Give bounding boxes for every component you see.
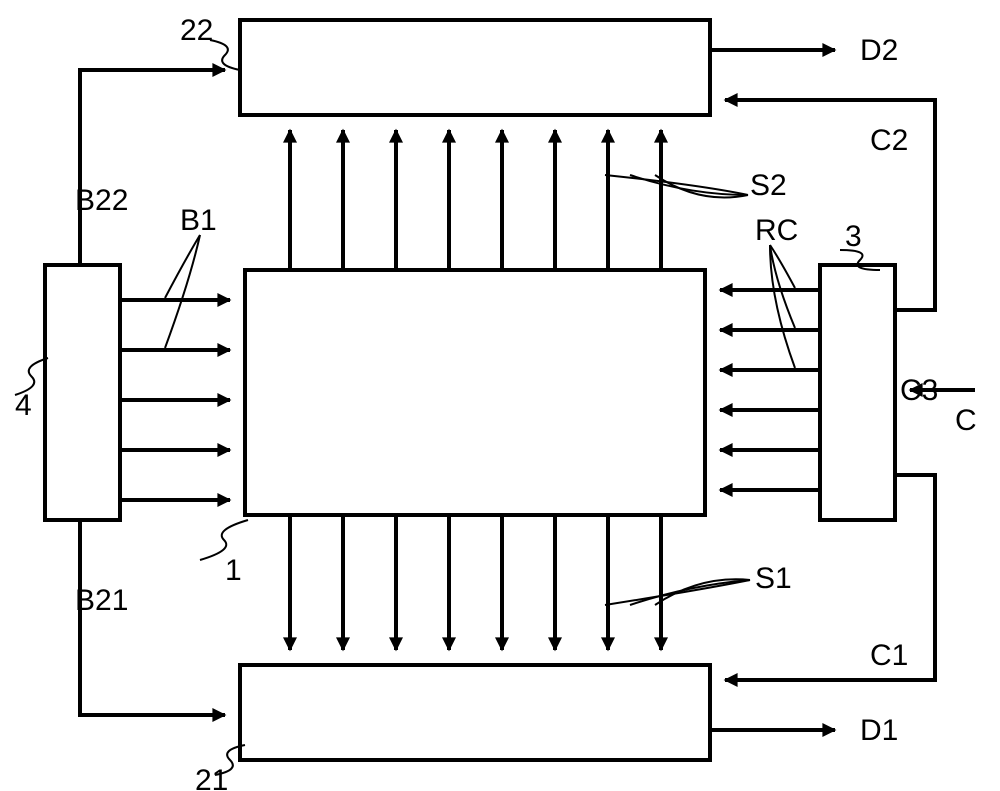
leader-S2 (605, 175, 748, 195)
label-D1: D1 (860, 714, 898, 747)
label-C3: C3 (900, 374, 938, 407)
box-3 (820, 265, 895, 520)
label-B22: B22 (75, 184, 128, 217)
label-n22: 22 (180, 14, 213, 47)
label-S1: S1 (755, 562, 792, 595)
label-S2: S2 (750, 169, 787, 202)
label-n21: 21 (195, 764, 228, 791)
label-D2: D2 (860, 34, 898, 67)
box-22 (240, 20, 710, 115)
label-B21: B21 (75, 584, 128, 617)
label-n3: 3 (845, 220, 862, 253)
box-21 (240, 665, 710, 760)
route-B21 (80, 520, 225, 715)
label-n4: 4 (15, 389, 32, 422)
label-C1: C1 (870, 639, 908, 672)
label-B1: B1 (180, 204, 217, 237)
leader-B1 (165, 235, 200, 298)
leader-B1 (165, 235, 200, 348)
label-n1: 1 (225, 554, 242, 587)
box-1 (245, 270, 705, 515)
pointer-22 (210, 40, 240, 70)
block-diagram: D2 D1 C C3 C2 C1 B22 B21 B1 RC S2 S1 1 4 3 21 22 (0, 0, 1000, 791)
label-C: C (955, 404, 977, 437)
label-RC: RC (755, 214, 798, 247)
box-4 (45, 265, 120, 520)
label-C2: C2 (870, 124, 908, 157)
